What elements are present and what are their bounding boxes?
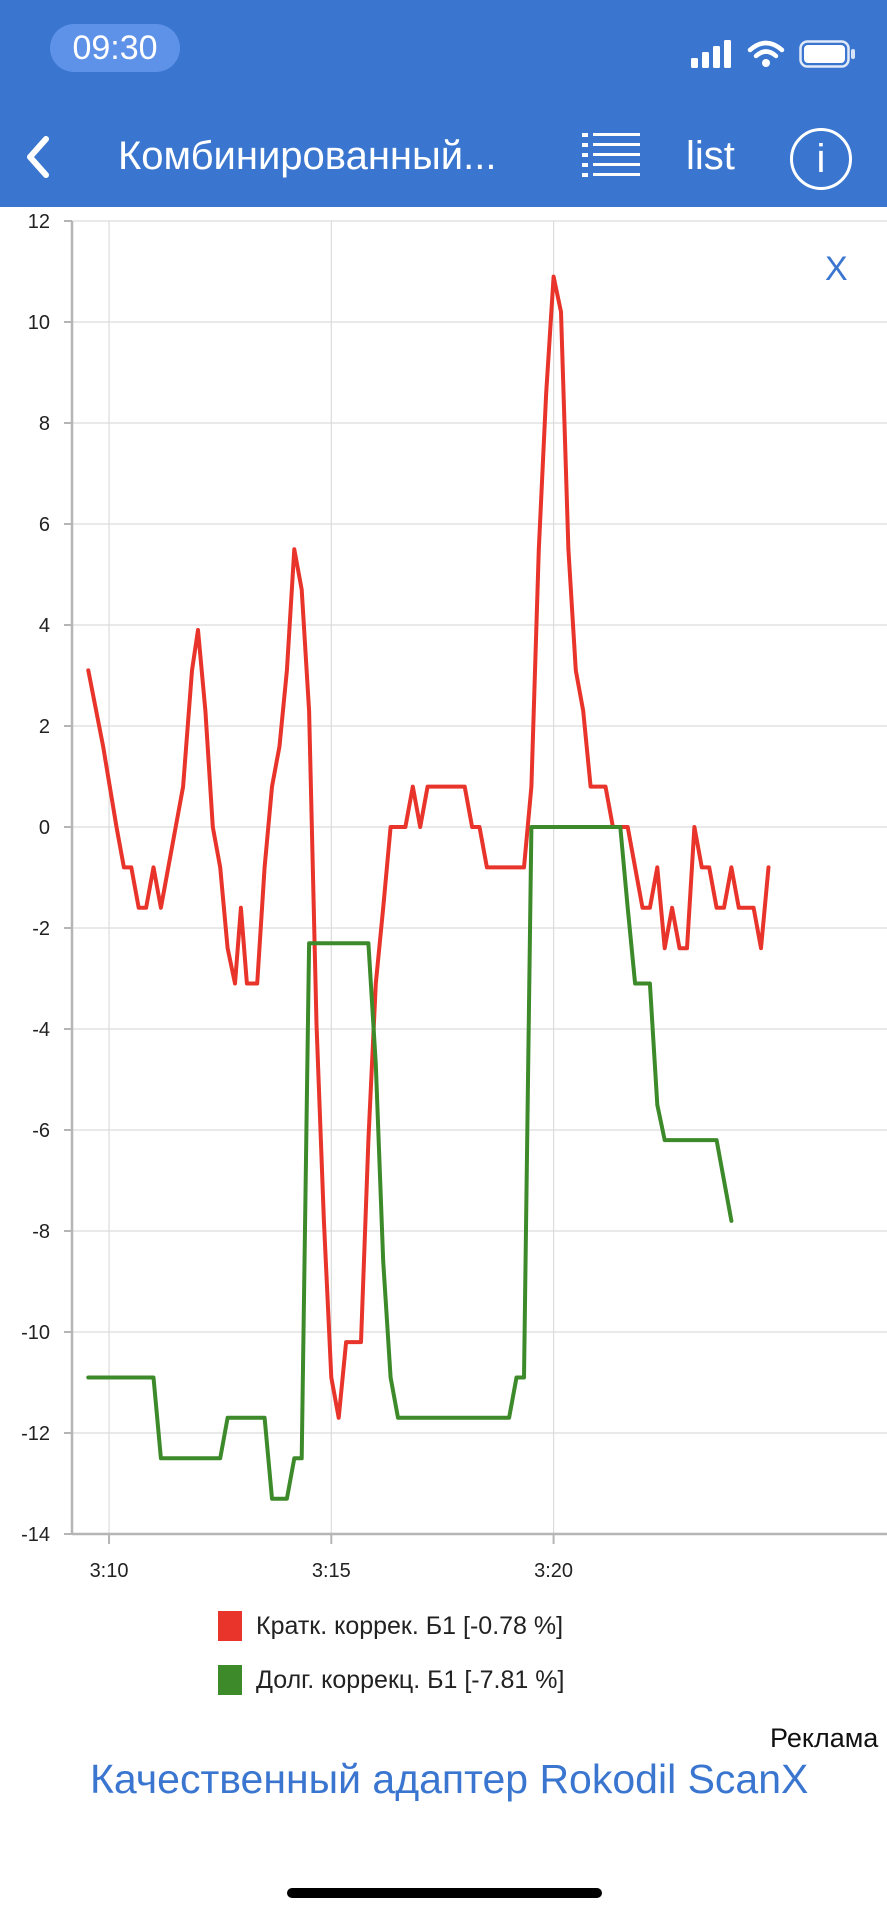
y-tick-label: 12 [28,211,50,233]
legend-item-long-trim[interactable]: Долг. коррекц. Б1 [-7.81 %] [218,1663,564,1697]
legend-label-long-trim: Долг. коррекц. Б1 [-7.81 %] [256,1665,565,1694]
x-tick-label: 3:15 [312,1560,351,1582]
x-axis-labels: 3:10 3:15 3:20 [90,1560,573,1582]
trim-chart[interactable]: 12 10 8 6 4 2 0 -2 -4 -6 -8 -10 -12 -14 3:10 3:15 3:20 [0,207,887,1597]
ad-link[interactable]: Качественный адаптер Rokodil ScanX [90,1756,809,1802]
list-menu-icon[interactable] [582,132,640,178]
chevron-left-icon[interactable] [16,132,66,182]
page-title: Комбинированный... [118,134,497,178]
y-tick-label: -6 [32,1120,50,1142]
y-tick-label: 8 [39,413,50,435]
list-button[interactable]: list [686,134,735,178]
signal-icon [691,40,731,68]
y-tick-label: -2 [32,918,50,940]
y-tick-label: -4 [32,1019,50,1041]
x-tick-label: 3:10 [90,1560,129,1582]
app-header: 09:30 Комбинированный... [0,0,887,207]
legend-swatch-short-trim [218,1611,242,1641]
battery-icon [799,40,855,68]
chart-grid [72,220,887,1535]
legend-item-short-trim[interactable]: Кратк. коррек. Б1 [-0.78 %] [218,1609,563,1643]
close-chart-button[interactable]: X [825,250,848,288]
legend-swatch-long-trim [218,1665,242,1695]
navigation-bar: Комбинированный... list i [0,110,887,200]
status-icons [691,34,857,74]
y-axis-labels: 12 10 8 6 4 2 0 -2 -4 -6 -8 -10 -12 -14 [21,211,50,1546]
x-tick-label: 3:20 [534,1560,573,1582]
ad-label: Реклама [770,1723,879,1753]
chart-axes [64,220,887,1544]
home-indicator[interactable] [287,1888,602,1898]
y-tick-label: -10 [21,1322,50,1344]
y-tick-label: 2 [39,716,50,738]
chart-lines [86,274,771,1501]
status-time: 09:30 [50,24,180,72]
info-icon[interactable]: i [790,128,852,190]
wifi-icon [747,40,785,67]
y-tick-label: -12 [21,1423,50,1445]
y-tick-label: 6 [39,514,50,536]
series-line-short-trim [86,274,771,1420]
y-tick-label: -14 [21,1524,50,1546]
y-tick-label: 4 [39,615,50,637]
y-tick-label: -8 [32,1221,50,1243]
legend-label-short-trim: Кратк. коррек. Б1 [-0.78 %] [256,1611,564,1640]
series-line-long-trim [86,825,734,1501]
y-tick-label: 0 [39,817,50,839]
y-tick-label: 10 [28,312,50,334]
